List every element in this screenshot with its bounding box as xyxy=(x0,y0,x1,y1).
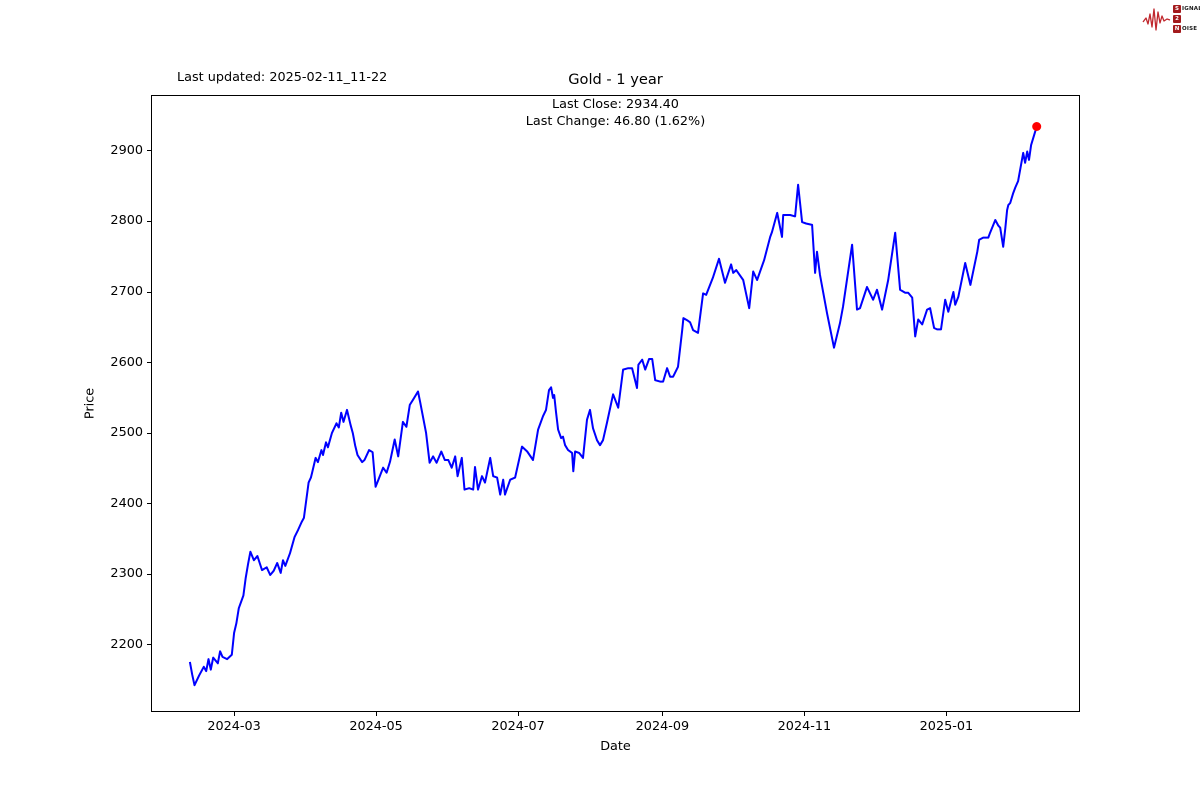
last-updated-text: Last updated: 2025-02-11_11-22 xyxy=(177,70,388,85)
last-close-annotation: Last Close: 2934.40 xyxy=(552,97,679,112)
y-tick-mark xyxy=(147,644,151,646)
last-price-marker xyxy=(1032,122,1042,131)
y-tick-label: 2700 xyxy=(110,284,143,299)
x-tick-mark xyxy=(517,712,519,716)
y-tick-mark xyxy=(147,362,151,364)
price-chart-canvas xyxy=(188,122,1042,687)
y-tick-mark xyxy=(147,220,151,222)
y-tick-mark xyxy=(147,573,151,575)
x-axis-label: Date xyxy=(600,739,631,754)
y-tick-mark xyxy=(147,150,151,152)
x-tick-mark xyxy=(233,712,235,716)
x-tick-label: 2025-01 xyxy=(919,719,974,734)
logo-letter-s: S xyxy=(1173,5,1181,13)
x-tick-label: 2024-03 xyxy=(207,719,261,734)
x-tick-label: 2024-11 xyxy=(777,719,832,734)
y-tick-mark xyxy=(147,291,151,293)
price-line-series xyxy=(188,126,1038,687)
last-change-annotation: Last Change: 46.80 (1.62%) xyxy=(525,114,706,129)
y-tick-mark xyxy=(147,432,151,434)
y-tick-mark xyxy=(147,503,151,505)
logo-line-2: 2 xyxy=(1173,15,1200,23)
logo-line-noise: N OISE xyxy=(1173,25,1198,33)
y-tick-label: 2300 xyxy=(110,566,143,582)
y-tick-label: 2400 xyxy=(110,495,143,511)
chart-title: Gold - 1 year xyxy=(568,71,663,88)
logo-letter-2: 2 xyxy=(1173,15,1181,23)
x-tick-label: 2024-05 xyxy=(349,719,403,734)
y-tick-label: 2600 xyxy=(110,354,143,370)
x-tick-mark xyxy=(803,712,805,716)
x-tick-mark xyxy=(375,712,377,716)
y-tick-label: 2500 xyxy=(110,425,143,441)
plot-area xyxy=(151,95,1080,712)
x-tick-mark xyxy=(945,712,947,716)
x-tick-mark xyxy=(661,712,663,716)
y-tick-label: 2800 xyxy=(110,213,143,229)
y-tick-label: 2200 xyxy=(110,636,143,652)
logo-line-signal: S IGNAL xyxy=(1173,5,1200,13)
y-tick-label: 2900 xyxy=(110,142,143,158)
signal2noise-logo: S IGNAL 2 N OISE xyxy=(1142,5,1200,33)
logo-text: S IGNAL 2 N OISE xyxy=(1173,5,1200,33)
x-tick-label: 2024-09 xyxy=(635,719,690,734)
waveform-icon xyxy=(1142,8,1171,31)
logo-letter-n: N xyxy=(1173,25,1181,33)
x-tick-label: 2024-07 xyxy=(491,719,545,734)
